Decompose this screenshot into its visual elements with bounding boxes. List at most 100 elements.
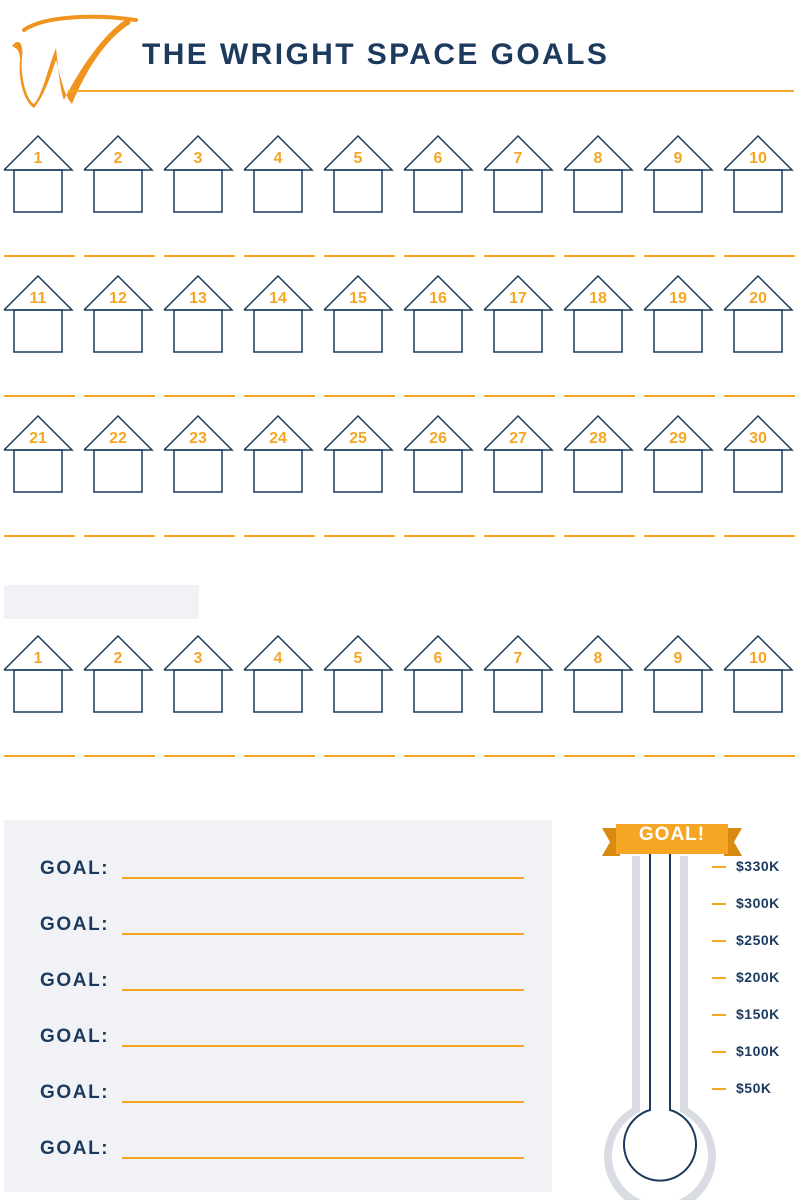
house-write-line[interactable] xyxy=(644,255,715,257)
house-write-line[interactable] xyxy=(404,395,475,397)
goal-write-line[interactable] xyxy=(122,877,524,879)
goal-write-line[interactable] xyxy=(122,1101,524,1103)
house-number: 24 xyxy=(269,430,287,447)
house-write-line[interactable] xyxy=(404,755,475,757)
house-box[interactable]: 6 xyxy=(400,135,480,257)
house-box[interactable]: 12 xyxy=(80,275,160,397)
house-write-line[interactable] xyxy=(4,395,75,397)
house-box[interactable]: 10 xyxy=(720,635,800,757)
house-box[interactable]: 24 xyxy=(240,415,320,537)
house-box[interactable]: 10 xyxy=(720,135,800,257)
house-box[interactable]: 25 xyxy=(320,415,400,537)
house-write-line[interactable] xyxy=(324,535,395,537)
house-write-line[interactable] xyxy=(324,755,395,757)
house-write-line[interactable] xyxy=(164,755,235,757)
house-box[interactable]: 2 xyxy=(80,635,160,757)
house-box[interactable]: 11 xyxy=(0,275,80,397)
house-box[interactable]: 19 xyxy=(640,275,720,397)
house-write-line[interactable] xyxy=(484,755,555,757)
house-write-line[interactable] xyxy=(84,255,155,257)
house-write-line[interactable] xyxy=(644,395,715,397)
house-number: 27 xyxy=(509,430,527,447)
house-write-line[interactable] xyxy=(84,395,155,397)
house-box[interactable]: 1 xyxy=(0,635,80,757)
house-write-line[interactable] xyxy=(324,395,395,397)
house-box[interactable]: 6 xyxy=(400,635,480,757)
house-write-line[interactable] xyxy=(724,755,795,757)
house-box[interactable]: 4 xyxy=(240,135,320,257)
house-write-line[interactable] xyxy=(164,255,235,257)
house-write-line[interactable] xyxy=(164,395,235,397)
house-write-line[interactable] xyxy=(564,255,635,257)
house-write-line[interactable] xyxy=(564,535,635,537)
house-box[interactable]: 27 xyxy=(480,415,560,537)
house-box[interactable]: 18 xyxy=(560,275,640,397)
house-box[interactable]: 7 xyxy=(480,635,560,757)
house-write-line[interactable] xyxy=(4,755,75,757)
house-box[interactable]: 9 xyxy=(640,135,720,257)
house-write-line[interactable] xyxy=(324,255,395,257)
thermometer: GOAL! $330K $300K $250K $200K $150K $100K $50K xyxy=(596,816,800,1200)
house-box[interactable]: 14 xyxy=(240,275,320,397)
house-write-line[interactable] xyxy=(724,255,795,257)
house-write-line[interactable] xyxy=(164,535,235,537)
scale-tick xyxy=(712,977,726,979)
house-box[interactable]: 4 xyxy=(240,635,320,757)
house-box[interactable]: 7 xyxy=(480,135,560,257)
house-icon xyxy=(163,635,234,713)
house-box[interactable]: 22 xyxy=(80,415,160,537)
house-write-line[interactable] xyxy=(644,535,715,537)
house-write-line[interactable] xyxy=(404,255,475,257)
house-write-line[interactable] xyxy=(244,255,315,257)
house-box[interactable]: 28 xyxy=(560,415,640,537)
house-write-line[interactable] xyxy=(644,755,715,757)
house-write-line[interactable] xyxy=(564,395,635,397)
goal-write-line[interactable] xyxy=(122,989,524,991)
house-write-line[interactable] xyxy=(244,755,315,757)
scale-label: $150K xyxy=(736,1006,780,1022)
house-write-line[interactable] xyxy=(564,755,635,757)
house-number: 5 xyxy=(353,650,363,667)
house-number: 6 xyxy=(433,650,443,667)
scale-tick xyxy=(712,866,726,868)
goal-write-line[interactable] xyxy=(122,1157,524,1159)
house-box[interactable]: 9 xyxy=(640,635,720,757)
house-write-line[interactable] xyxy=(484,255,555,257)
house-box[interactable]: 8 xyxy=(560,135,640,257)
house-write-line[interactable] xyxy=(4,535,75,537)
house-write-line[interactable] xyxy=(724,535,795,537)
house-write-line[interactable] xyxy=(244,395,315,397)
thermometer-scale-item: $300K xyxy=(712,895,800,913)
house-write-line[interactable] xyxy=(84,755,155,757)
house-write-line[interactable] xyxy=(84,535,155,537)
house-write-line[interactable] xyxy=(244,535,315,537)
house-box[interactable]: 8 xyxy=(560,635,640,757)
house-box[interactable]: 30 xyxy=(720,415,800,537)
house-icon xyxy=(83,135,154,213)
house-box[interactable]: 16 xyxy=(400,275,480,397)
house-write-line[interactable] xyxy=(484,535,555,537)
house-box[interactable]: 29 xyxy=(640,415,720,537)
house-box[interactable]: 2 xyxy=(80,135,160,257)
house-write-line[interactable] xyxy=(724,395,795,397)
house-icon xyxy=(323,635,394,713)
house-box[interactable]: 17 xyxy=(480,275,560,397)
goal-write-line[interactable] xyxy=(122,933,524,935)
house-box[interactable]: 15 xyxy=(320,275,400,397)
house-write-line[interactable] xyxy=(404,535,475,537)
house-box[interactable]: 3 xyxy=(160,635,240,757)
house-box[interactable]: 5 xyxy=(320,635,400,757)
goal-write-line[interactable] xyxy=(122,1045,524,1047)
scale-label: $50K xyxy=(736,1080,772,1096)
house-box[interactable]: 26 xyxy=(400,415,480,537)
house-box[interactable]: 13 xyxy=(160,275,240,397)
house-box[interactable]: 5 xyxy=(320,135,400,257)
house-write-line[interactable] xyxy=(4,255,75,257)
house-write-line[interactable] xyxy=(484,395,555,397)
house-number: 6 xyxy=(433,150,443,167)
house-box[interactable]: 21 xyxy=(0,415,80,537)
house-box[interactable]: 20 xyxy=(720,275,800,397)
house-box[interactable]: 23 xyxy=(160,415,240,537)
house-box[interactable]: 1 xyxy=(0,135,80,257)
house-box[interactable]: 3 xyxy=(160,135,240,257)
